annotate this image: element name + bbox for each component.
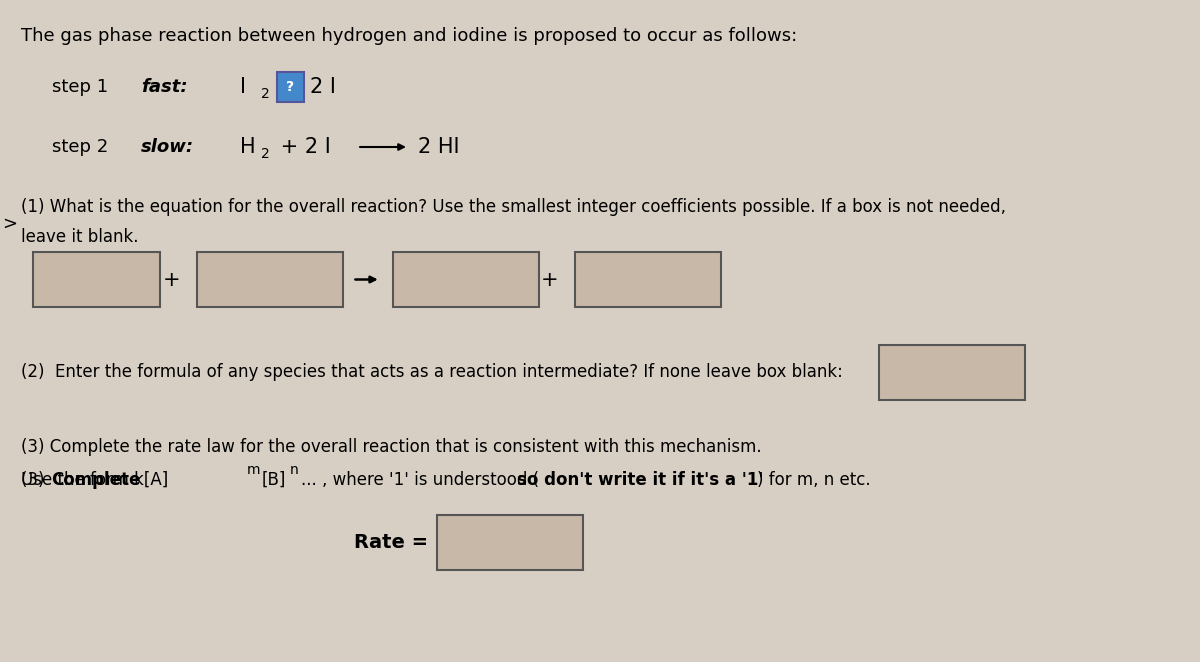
Text: + 2 I: + 2 I <box>275 137 331 157</box>
Text: slow:: slow: <box>140 138 194 156</box>
Text: m: m <box>246 463 259 477</box>
Bar <box>878 345 1025 400</box>
Text: (3) Complete the rate law for the overall reaction that is consistent with this : (3) Complete the rate law for the overal… <box>20 438 761 456</box>
Text: I: I <box>240 77 246 97</box>
Text: leave it blank.: leave it blank. <box>20 228 138 246</box>
Text: H: H <box>240 137 256 157</box>
Text: +: + <box>162 269 180 289</box>
Text: ... , where '1' is understood (: ... , where '1' is understood ( <box>301 471 539 489</box>
Text: n: n <box>289 463 299 477</box>
Text: 2: 2 <box>262 147 270 161</box>
Text: step 2: step 2 <box>52 138 108 156</box>
Text: 2 I: 2 I <box>310 77 336 97</box>
Text: fast:: fast: <box>140 78 187 96</box>
Text: 2 HI: 2 HI <box>419 137 460 157</box>
Text: Use the form k[A]: Use the form k[A] <box>20 471 168 489</box>
Text: [B]: [B] <box>262 471 286 489</box>
Text: 2: 2 <box>262 87 270 101</box>
Text: (1) What is the equation for the overall reaction? Use the smallest integer coef: (1) What is the equation for the overall… <box>20 198 1006 216</box>
Bar <box>437 515 583 570</box>
Text: The gas phase reaction between hydrogen and iodine is proposed to occur as follo: The gas phase reaction between hydrogen … <box>20 27 797 45</box>
Text: ) for m, n etc.: ) for m, n etc. <box>757 471 870 489</box>
Text: >: > <box>2 215 17 233</box>
Text: so don't write it if it's a '1': so don't write it if it's a '1' <box>517 471 763 489</box>
Bar <box>575 252 721 307</box>
Bar <box>197 252 343 307</box>
Text: (2)  Enter the formula of any species that acts as a reaction intermediate? If n: (2) Enter the formula of any species tha… <box>20 363 842 381</box>
Text: Complete: Complete <box>50 471 140 489</box>
Text: (3): (3) <box>20 471 49 489</box>
Text: step 1: step 1 <box>52 78 108 96</box>
Text: Rate =: Rate = <box>354 532 427 551</box>
Bar <box>277 72 304 102</box>
Bar <box>32 252 160 307</box>
Text: ?: ? <box>287 80 294 94</box>
Text: +: + <box>541 269 559 289</box>
Bar <box>392 252 539 307</box>
